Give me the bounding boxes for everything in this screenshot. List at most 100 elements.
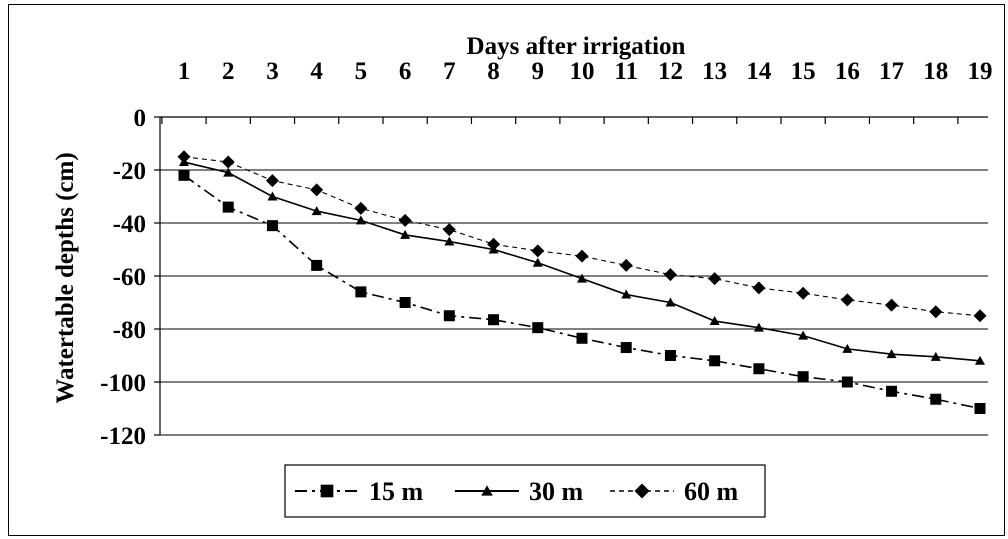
data-point-square bbox=[355, 286, 367, 298]
y-tick-label: -60 bbox=[113, 264, 146, 291]
y-tick-label: -20 bbox=[113, 158, 146, 185]
data-point-square bbox=[974, 403, 986, 414]
x-tick-label: 1 bbox=[178, 58, 191, 85]
data-point-diamond bbox=[973, 309, 987, 323]
data-point-square bbox=[709, 355, 721, 367]
data-point-diamond bbox=[663, 268, 677, 282]
data-point-square bbox=[841, 376, 853, 388]
data-point-diamond bbox=[354, 201, 368, 215]
data-point-square bbox=[311, 259, 323, 271]
series-lines bbox=[177, 150, 987, 414]
y-tick-label: -120 bbox=[100, 423, 146, 450]
x-tick-label: 16 bbox=[835, 58, 860, 85]
data-point-square bbox=[443, 310, 455, 322]
gridlines bbox=[160, 169, 988, 436]
data-point-diamond bbox=[619, 258, 633, 272]
data-point-square bbox=[930, 393, 942, 405]
x-tick-label: 13 bbox=[702, 58, 727, 85]
x-tick-label: 11 bbox=[614, 58, 638, 85]
data-point-diamond bbox=[531, 244, 545, 258]
legend: 15 m 30 m 60 m bbox=[284, 464, 766, 518]
legend-label: 15 m bbox=[369, 477, 424, 506]
series-line bbox=[183, 174, 981, 410]
legend-label: 30 m bbox=[529, 477, 584, 506]
data-point-diamond bbox=[398, 213, 412, 227]
data-point-square bbox=[399, 297, 411, 308]
x-tick-label: 3 bbox=[266, 58, 279, 85]
data-point-diamond bbox=[796, 286, 810, 300]
x-axis-title: Days after irrigation bbox=[467, 33, 686, 60]
data-point-diamond bbox=[487, 237, 501, 251]
data-point-diamond bbox=[575, 249, 589, 263]
data-point-square bbox=[178, 169, 190, 181]
data-point-triangle bbox=[400, 229, 411, 239]
data-point-square bbox=[797, 371, 809, 383]
x-tick-label: 8 bbox=[487, 58, 500, 85]
data-point-diamond bbox=[929, 305, 943, 319]
x-tick-label: 4 bbox=[310, 58, 323, 85]
legend-swatch-marker bbox=[481, 485, 493, 496]
data-point-diamond bbox=[708, 272, 722, 286]
x-tick-label: 5 bbox=[355, 58, 368, 85]
series-15-m bbox=[178, 169, 986, 414]
x-tick-label: 14 bbox=[746, 58, 772, 85]
legend-items: 15 m 30 m 60 m bbox=[295, 477, 739, 506]
data-point-diamond bbox=[840, 293, 854, 307]
x-tick-label: 10 bbox=[570, 58, 595, 85]
legend-swatch-marker bbox=[320, 484, 334, 498]
data-point-square bbox=[532, 322, 544, 334]
data-point-triangle bbox=[532, 257, 543, 267]
data-point-triangle bbox=[577, 273, 587, 283]
series-60-m bbox=[177, 150, 987, 323]
data-point-diamond bbox=[221, 155, 235, 169]
data-point-diamond bbox=[442, 223, 456, 237]
data-point-triangle bbox=[975, 355, 985, 365]
data-point-square bbox=[886, 385, 898, 397]
y-tick-label: -100 bbox=[100, 370, 146, 397]
legend-box bbox=[284, 464, 766, 518]
data-point-square bbox=[664, 350, 676, 361]
x-tick-label: 9 bbox=[532, 58, 545, 85]
data-point-triangle bbox=[930, 351, 941, 361]
data-point-diamond bbox=[752, 281, 766, 295]
data-point-square bbox=[266, 220, 278, 232]
data-point-diamond bbox=[310, 183, 324, 197]
x-tick-label: 15 bbox=[791, 58, 816, 85]
series-line bbox=[183, 156, 981, 317]
legend-label: 60 m bbox=[684, 477, 739, 506]
chart-frame bbox=[8, 4, 1005, 536]
data-point-square bbox=[222, 201, 234, 213]
data-point-triangle bbox=[753, 322, 764, 332]
x-tick-label: 12 bbox=[658, 58, 683, 85]
series-30-m bbox=[179, 157, 985, 365]
legend-item: 30 m bbox=[455, 477, 584, 506]
data-point-triangle bbox=[223, 167, 234, 177]
data-point-triangle bbox=[665, 297, 676, 307]
y-tick-label: 0 bbox=[134, 105, 147, 132]
data-point-diamond bbox=[177, 150, 191, 164]
x-tick-label: 2 bbox=[222, 58, 235, 85]
data-point-square bbox=[620, 342, 632, 354]
data-point-square bbox=[753, 363, 765, 375]
data-point-triangle bbox=[621, 289, 632, 299]
legend-item: 15 m bbox=[295, 477, 424, 506]
legend-item: 60 m bbox=[610, 477, 739, 506]
data-point-triangle bbox=[355, 215, 366, 225]
y-tick-label: -80 bbox=[113, 317, 146, 344]
data-point-triangle bbox=[709, 316, 720, 326]
y-axis-title: Watertable depths (cm) bbox=[52, 152, 79, 403]
x-tick-label: 7 bbox=[443, 58, 456, 85]
x-tick-label: 19 bbox=[968, 58, 993, 85]
data-point-diamond bbox=[265, 174, 279, 188]
data-point-triangle bbox=[444, 236, 455, 246]
x-tick-label: 17 bbox=[879, 58, 904, 85]
data-point-diamond bbox=[885, 298, 899, 312]
data-point-triangle bbox=[311, 206, 322, 216]
x-tick-label: 18 bbox=[923, 58, 948, 85]
data-point-square bbox=[576, 332, 588, 344]
data-point-triangle bbox=[798, 330, 809, 340]
y-tick-label: -40 bbox=[113, 211, 146, 238]
data-point-square bbox=[488, 314, 500, 326]
